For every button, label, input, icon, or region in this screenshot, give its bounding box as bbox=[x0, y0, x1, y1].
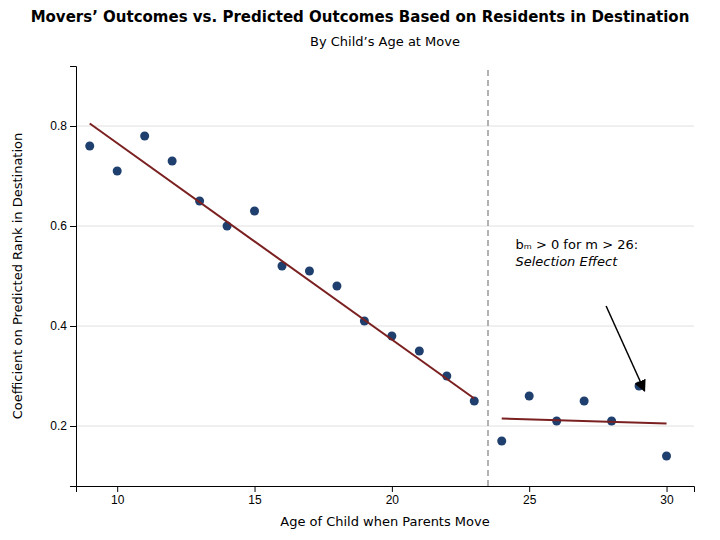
tick-mark bbox=[529, 486, 530, 492]
tick-mark bbox=[255, 486, 256, 492]
point bbox=[140, 132, 149, 141]
grid-line bbox=[76, 426, 694, 427]
point bbox=[85, 142, 94, 151]
tick: 0.4 bbox=[50, 319, 76, 333]
trend-line bbox=[90, 124, 475, 399]
x-axis-line bbox=[77, 487, 695, 493]
tick: 10 bbox=[111, 486, 125, 507]
tick: 15 bbox=[248, 486, 262, 507]
point bbox=[332, 282, 341, 291]
tick-mark bbox=[117, 486, 118, 492]
point bbox=[113, 167, 122, 176]
tick-mark bbox=[392, 486, 393, 492]
annotation: Selection Effect bbox=[515, 254, 618, 269]
y-axis: 0.2 0.4 0.6 0.8 bbox=[50, 67, 76, 487]
reference-line bbox=[487, 66, 489, 486]
arrow bbox=[606, 306, 644, 391]
tick-label: 0.4 bbox=[50, 319, 67, 333]
tick-label: 0.8 bbox=[50, 119, 67, 133]
subtitle: By Child’s Age at Move bbox=[310, 34, 460, 49]
chart: Movers’ Outcomes vs. Predicted Outcomes … bbox=[0, 0, 720, 540]
point bbox=[168, 157, 177, 166]
tick: 0.8 bbox=[50, 119, 76, 133]
y-axis-line bbox=[70, 67, 77, 487]
point bbox=[250, 207, 259, 216]
point bbox=[305, 267, 314, 276]
x-axis-label: Age of Child when Parents Move bbox=[280, 514, 490, 529]
tick: 0.6 bbox=[50, 219, 76, 233]
tick: 30 bbox=[660, 486, 674, 507]
grid-line bbox=[76, 326, 694, 327]
trend-line bbox=[502, 419, 667, 424]
tick-label: 30 bbox=[660, 493, 674, 507]
tick-mark bbox=[70, 426, 76, 427]
plot-area bbox=[85, 66, 671, 486]
tick-label: 10 bbox=[111, 493, 125, 507]
tick-label: 0.6 bbox=[50, 219, 67, 233]
tick-label: 25 bbox=[523, 493, 537, 507]
tick-mark bbox=[70, 226, 76, 227]
tick: 25 bbox=[523, 486, 537, 507]
point bbox=[580, 397, 589, 406]
tick-label: 0.2 bbox=[50, 419, 67, 433]
point bbox=[662, 452, 671, 461]
point bbox=[525, 392, 534, 401]
tick-mark bbox=[70, 326, 76, 327]
point bbox=[415, 347, 424, 356]
tick-label: 15 bbox=[248, 493, 262, 507]
title: Movers’ Outcomes vs. Predicted Outcomes … bbox=[31, 8, 690, 26]
point bbox=[497, 437, 506, 446]
tick: 0.2 bbox=[50, 419, 76, 433]
tick-mark bbox=[70, 126, 76, 127]
annotation: bₘ > 0 for m > 26: bbox=[515, 237, 638, 252]
tick: 20 bbox=[386, 486, 400, 507]
y-axis-label: Coefficient on Predicted Rank in Destina… bbox=[10, 133, 25, 420]
tick-mark bbox=[667, 486, 668, 492]
x-axis: 10 15 20 25 30 bbox=[77, 486, 695, 507]
tick-label: 20 bbox=[386, 493, 400, 507]
grid-line bbox=[76, 126, 694, 127]
grid bbox=[76, 126, 694, 426]
grid-line bbox=[76, 226, 694, 227]
